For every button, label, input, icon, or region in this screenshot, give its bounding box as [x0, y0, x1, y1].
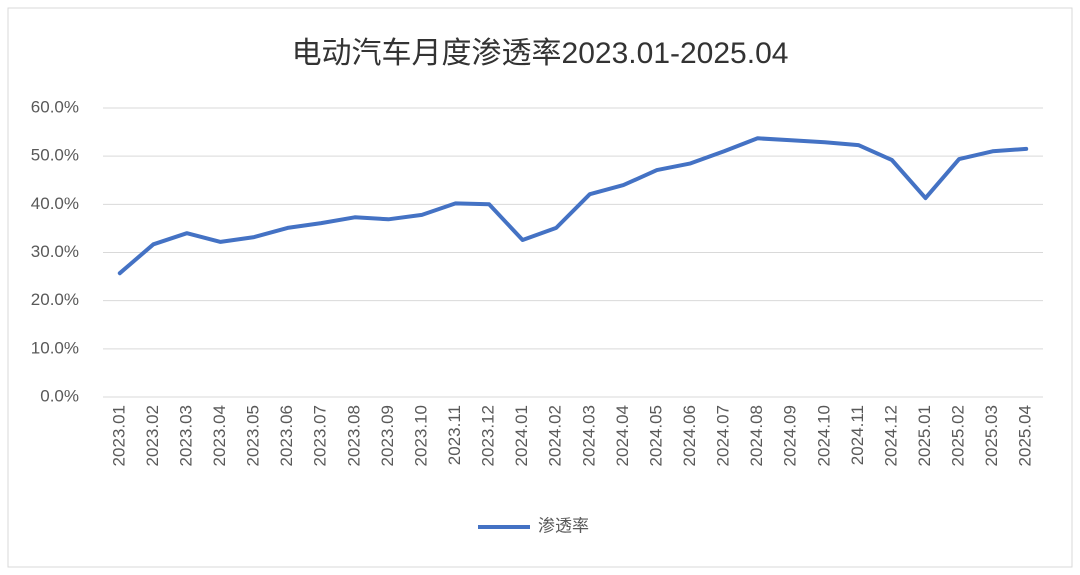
x-tick-label: 2023.04: [210, 405, 229, 466]
y-tick-label: 20.0%: [31, 290, 79, 309]
legend-label: 渗透率: [538, 516, 589, 535]
x-tick-label: 2024.10: [814, 405, 833, 466]
y-tick-label: 30.0%: [31, 242, 79, 261]
x-tick-label: 2023.01: [109, 405, 128, 466]
y-tick-label: 60.0%: [31, 97, 79, 116]
x-tick-label: 2023.10: [411, 405, 430, 466]
y-tick-label: 40.0%: [31, 194, 79, 213]
x-tick-label: 2024.08: [747, 405, 766, 466]
x-tick-label: 2024.01: [512, 405, 531, 466]
x-tick-label: 2024.09: [781, 405, 800, 466]
x-tick-label: 2024.04: [613, 405, 632, 466]
x-tick-label: 2023.03: [176, 405, 195, 466]
y-tick-label: 50.0%: [31, 146, 79, 165]
x-tick-label: 2023.07: [311, 405, 330, 466]
x-tick-label: 2024.12: [881, 405, 900, 466]
x-tick-label: 2023.06: [277, 405, 296, 466]
x-tick-label: 2023.12: [479, 405, 498, 466]
x-tick-label: 2024.05: [646, 405, 665, 466]
x-tick-label: 2025.04: [1016, 405, 1035, 466]
x-tick-label: 2024.06: [680, 405, 699, 466]
y-tick-label: 0.0%: [40, 386, 79, 405]
x-tick-label: 2023.05: [244, 405, 263, 466]
x-tick-label: 2023.09: [378, 405, 397, 466]
x-tick-label: 2024.03: [579, 405, 598, 466]
x-tick-label: 2023.02: [143, 405, 162, 466]
x-tick-label: 2025.01: [915, 405, 934, 466]
x-tick-label: 2023.11: [445, 405, 464, 465]
x-tick-label: 2024.11: [848, 405, 867, 465]
x-tick-label: 2025.03: [982, 405, 1001, 466]
y-tick-label: 10.0%: [31, 338, 79, 357]
x-tick-label: 2024.02: [546, 405, 565, 466]
chart-title: 电动汽车月度渗透率2023.01-2025.04: [292, 37, 789, 70]
x-tick-label: 2023.08: [344, 405, 363, 466]
data-line: [117, 136, 1029, 276]
chart-frame: [7, 7, 1073, 568]
x-tick-label: 2024.07: [714, 405, 733, 466]
x-tick-label: 2025.02: [949, 405, 968, 466]
